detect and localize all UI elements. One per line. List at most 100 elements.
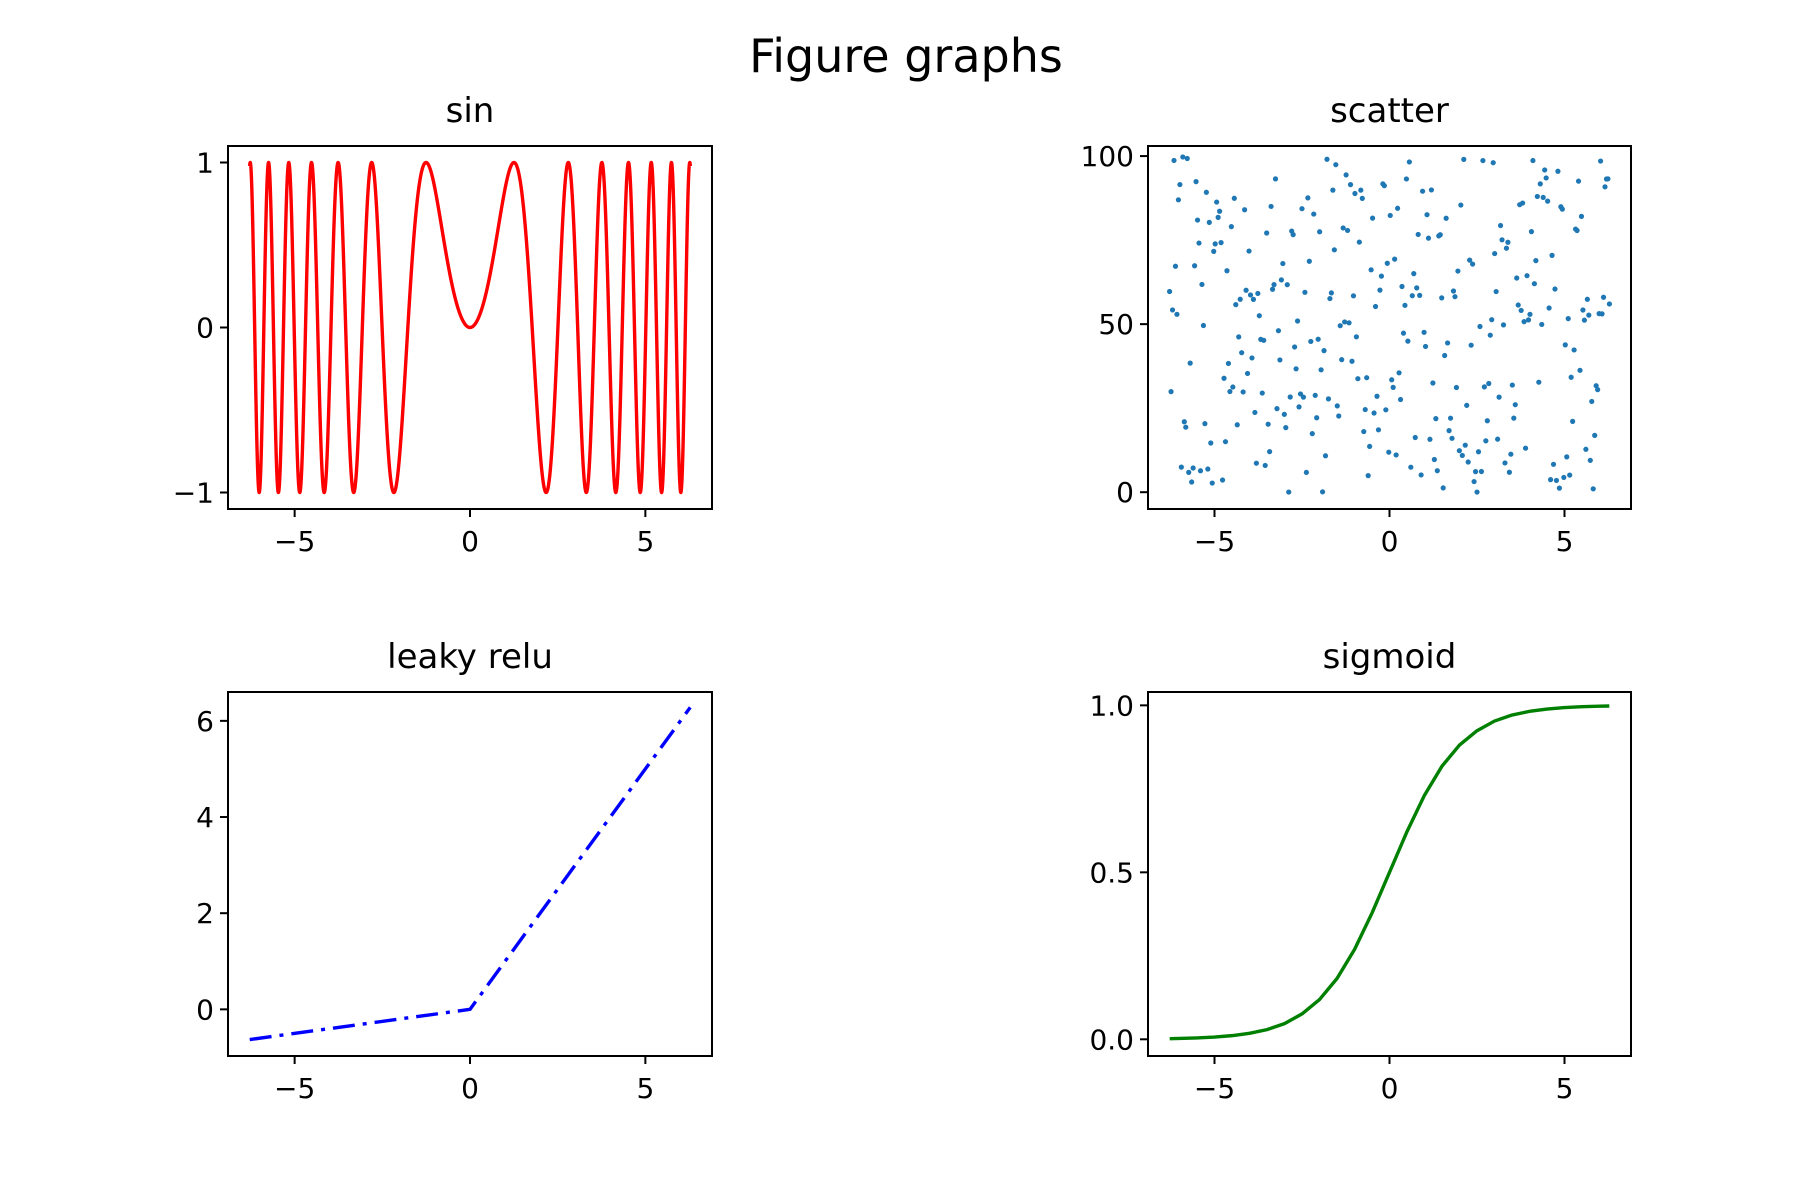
plot-area [249, 706, 692, 1042]
scatter-point [1531, 281, 1537, 287]
scatter-point [1394, 205, 1401, 211]
scatter-point [1556, 485, 1562, 491]
scatter-point [1358, 187, 1364, 193]
series-line [1169, 704, 1610, 1041]
scatter-point [1256, 313, 1262, 319]
scatter-point [1299, 206, 1305, 212]
scatter-point [1547, 477, 1554, 483]
y-tick-label: 50 [1098, 308, 1134, 341]
scatter-point [1577, 367, 1583, 373]
y-tick-label: 0.0 [1089, 1023, 1134, 1056]
scatter-point [1389, 377, 1395, 383]
scatter-point [1347, 182, 1354, 188]
y-tick-label: 0 [196, 312, 214, 345]
scatter-point [1193, 179, 1199, 185]
scatter-point [1514, 275, 1520, 281]
scatter-point [1309, 431, 1315, 437]
scatter-point [1172, 263, 1179, 269]
scatter-point [1606, 301, 1613, 307]
scatter-point [1240, 389, 1246, 395]
scatter-point [1383, 407, 1389, 413]
scatter-point [1417, 292, 1423, 298]
y-tick-label: 0 [1116, 476, 1134, 509]
scatter-point [1539, 321, 1545, 328]
scatter-point [1589, 398, 1595, 405]
scatter-point [1477, 323, 1483, 330]
scatter-point [1570, 418, 1576, 424]
plot-area [1169, 704, 1610, 1041]
scatter-point [1305, 195, 1311, 201]
scatter-point [1450, 288, 1457, 294]
scatter-point [1471, 478, 1477, 485]
scatter-point [1472, 469, 1479, 475]
series-line [247, 160, 693, 495]
scatter-point [1499, 237, 1505, 243]
x-tick-label: 0 [461, 1072, 479, 1105]
scatter-point [1186, 469, 1192, 475]
scatter-point [1169, 307, 1176, 313]
scatter-point [1478, 468, 1485, 475]
scatter-point [1387, 212, 1393, 219]
scatter-point [1349, 358, 1355, 364]
scatter-point [1202, 421, 1208, 427]
scatter-point [1269, 286, 1276, 292]
scatter-point [1325, 396, 1332, 402]
scatter-point [1231, 195, 1237, 201]
scatter-point [1214, 199, 1220, 205]
scatter-point [1340, 225, 1346, 231]
scatter-point [1467, 257, 1473, 263]
scatter-point [1308, 338, 1314, 345]
scatter-point [1194, 217, 1201, 223]
scatter-point [1409, 293, 1415, 299]
scatter-point [1322, 453, 1329, 459]
scatter-point [1480, 157, 1486, 164]
scatter-point [1181, 419, 1187, 425]
scatter-point [1281, 411, 1287, 417]
scatter-point [1353, 334, 1360, 340]
scatter-point [1293, 366, 1299, 372]
scatter-point [1502, 460, 1508, 466]
scatter-point [1184, 155, 1190, 162]
scatter-point [1422, 343, 1429, 350]
scatter-point [1527, 311, 1533, 317]
scatter-point [1459, 452, 1465, 459]
scatter-point [1434, 468, 1440, 474]
subplot-sigmoid: sigmoid −5 0 5 0.0 0.5 1.0 [1089, 637, 1632, 1105]
scatter-point [1445, 340, 1451, 346]
scatter-point [1521, 319, 1527, 325]
scatter-point [1568, 374, 1574, 380]
scatter-point [1199, 281, 1205, 288]
scatter-point [1581, 317, 1588, 323]
scatter-point [1206, 219, 1212, 225]
scatter-point [1286, 489, 1292, 495]
scatter-point [1496, 394, 1502, 400]
scatter-point [1197, 468, 1204, 474]
scatter-point [1562, 342, 1568, 348]
x-tick-label: −5 [1194, 1072, 1235, 1105]
y-tick-label: 100 [1081, 140, 1134, 173]
scatter-point [1561, 474, 1567, 481]
scatter-point [1237, 296, 1243, 302]
scatter-point [1599, 311, 1605, 317]
scatter-point [1549, 252, 1555, 258]
scatter-point [1346, 320, 1352, 326]
scatter-point [1367, 443, 1373, 450]
scatter-point [1462, 442, 1468, 448]
scatter-point [1584, 296, 1590, 302]
scatter-point [1336, 413, 1342, 419]
scatter-point [1443, 215, 1449, 221]
scatter-point [1408, 464, 1414, 470]
scatter-point [1470, 261, 1476, 267]
scatter-point [1242, 207, 1248, 213]
scatter-point [1418, 472, 1424, 478]
scatter-point [1378, 273, 1385, 279]
scatter-point [1518, 307, 1524, 314]
scatter-point [1196, 240, 1202, 246]
scatter-point [1277, 357, 1283, 363]
scatter-point [1428, 187, 1435, 193]
scatter-point [1177, 181, 1183, 188]
x-tick-label: 0 [1381, 1072, 1399, 1105]
scatter-point [1334, 403, 1340, 409]
scatter-point [1586, 312, 1592, 318]
scatter-point [1402, 302, 1408, 308]
